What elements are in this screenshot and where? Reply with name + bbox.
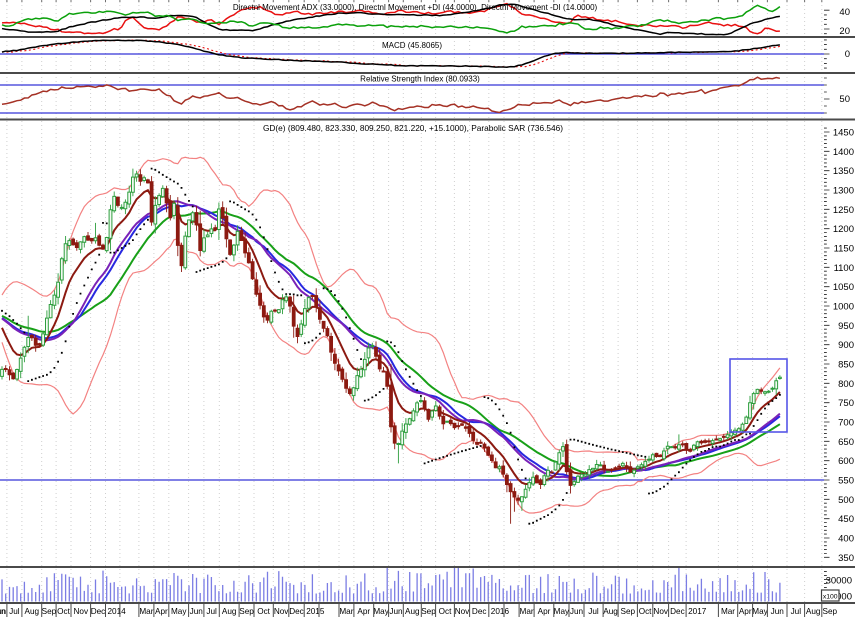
svg-text:1200: 1200 (833, 224, 854, 235)
svg-text:May: May (752, 607, 768, 616)
svg-text:Mar: Mar (520, 607, 534, 616)
svg-text:Jun: Jun (190, 607, 204, 616)
svg-text:Dec: Dec (289, 607, 304, 616)
svg-text:Relative Strength Index (80.09: Relative Strength Index (80.0933) (360, 75, 480, 84)
svg-text:Apr: Apr (739, 607, 752, 616)
svg-text:Nov: Nov (455, 607, 470, 616)
svg-text:1300: 1300 (833, 186, 854, 197)
svg-text:850: 850 (838, 360, 854, 371)
svg-text:Jun: Jun (0, 607, 7, 616)
svg-text:1000: 1000 (833, 302, 854, 313)
svg-text:950: 950 (838, 321, 854, 332)
svg-text:450: 450 (838, 514, 854, 525)
svg-text:500: 500 (838, 495, 854, 506)
svg-text:Nov: Nov (274, 607, 289, 616)
svg-text:Sep: Sep (239, 607, 254, 616)
svg-text:Dec: Dec (91, 607, 106, 616)
svg-text:GD(e) (809.480, 823.330, 809.2: GD(e) (809.480, 823.330, 809.250, 821.22… (263, 123, 563, 133)
svg-text:800: 800 (838, 379, 854, 390)
svg-text:40: 40 (839, 7, 850, 18)
svg-text:Sep: Sep (823, 607, 838, 616)
svg-text:750: 750 (838, 398, 854, 409)
svg-text:0: 0 (845, 49, 850, 60)
svg-text:700: 700 (838, 418, 854, 429)
svg-text:Aug: Aug (405, 607, 420, 616)
svg-text:Jul: Jul (791, 607, 802, 616)
svg-text:Nov: Nov (653, 607, 668, 616)
svg-text:Dec: Dec (670, 607, 685, 616)
svg-text:400: 400 (838, 534, 854, 545)
svg-text:2015: 2015 (306, 607, 325, 616)
svg-text:900: 900 (838, 340, 854, 351)
svg-text:1050: 1050 (833, 282, 854, 293)
svg-text:2017: 2017 (688, 607, 707, 616)
svg-text:x100: x100 (823, 594, 838, 601)
svg-text:Apr: Apr (357, 607, 370, 616)
svg-text:600: 600 (838, 456, 854, 467)
svg-text:1400: 1400 (833, 147, 854, 158)
svg-text:Nov: Nov (74, 607, 89, 616)
svg-text:Aug: Aug (806, 607, 821, 616)
svg-text:Oct: Oct (639, 607, 652, 616)
svg-text:Directnl Movement ADX (33.0000: Directnl Movement ADX (33.0000), Directn… (233, 3, 598, 12)
svg-text:Mar: Mar (139, 607, 153, 616)
svg-text:n: n (1, 607, 6, 616)
svg-text:20: 20 (839, 26, 850, 37)
svg-text:Oct: Oct (257, 607, 270, 616)
svg-text:Sep: Sep (421, 607, 436, 616)
svg-text:550: 550 (838, 476, 854, 487)
svg-text:1100: 1100 (834, 263, 854, 274)
svg-text:1350: 1350 (833, 166, 854, 177)
svg-text:Jul: Jul (588, 607, 599, 616)
svg-text:Sep: Sep (621, 607, 636, 616)
svg-text:1250: 1250 (833, 205, 854, 216)
svg-text:Jun: Jun (570, 607, 584, 616)
svg-text:30000: 30000 (826, 576, 852, 587)
svg-text:May: May (554, 607, 570, 616)
svg-text:May: May (373, 607, 389, 616)
svg-text:50: 50 (839, 94, 850, 105)
svg-text:Aug: Aug (222, 607, 237, 616)
svg-text:1450: 1450 (833, 128, 854, 139)
svg-text:Oct: Oct (57, 607, 70, 616)
svg-text:Apr: Apr (155, 607, 168, 616)
svg-text:Dec: Dec (472, 607, 487, 616)
svg-text:Jul: Jul (9, 607, 20, 616)
svg-text:Jul: Jul (206, 607, 217, 616)
svg-text:Sep: Sep (42, 607, 57, 616)
svg-text:MACD (45.8065): MACD (45.8065) (382, 41, 442, 50)
svg-text:2014: 2014 (108, 607, 127, 616)
svg-text:2016: 2016 (491, 607, 510, 616)
svg-text:Oct: Oct (439, 607, 452, 616)
svg-text:Jun: Jun (771, 607, 785, 616)
svg-text:Apr: Apr (538, 607, 551, 616)
svg-text:Aug: Aug (25, 607, 40, 616)
svg-text:May: May (171, 607, 187, 616)
svg-text:Mar: Mar (339, 607, 353, 616)
svg-text:350: 350 (838, 553, 854, 564)
svg-text:Mar: Mar (721, 607, 735, 616)
svg-text:1150: 1150 (834, 244, 854, 255)
svg-text:650: 650 (838, 437, 854, 448)
svg-text:Aug: Aug (603, 607, 618, 616)
svg-text:Jun: Jun (389, 607, 403, 616)
